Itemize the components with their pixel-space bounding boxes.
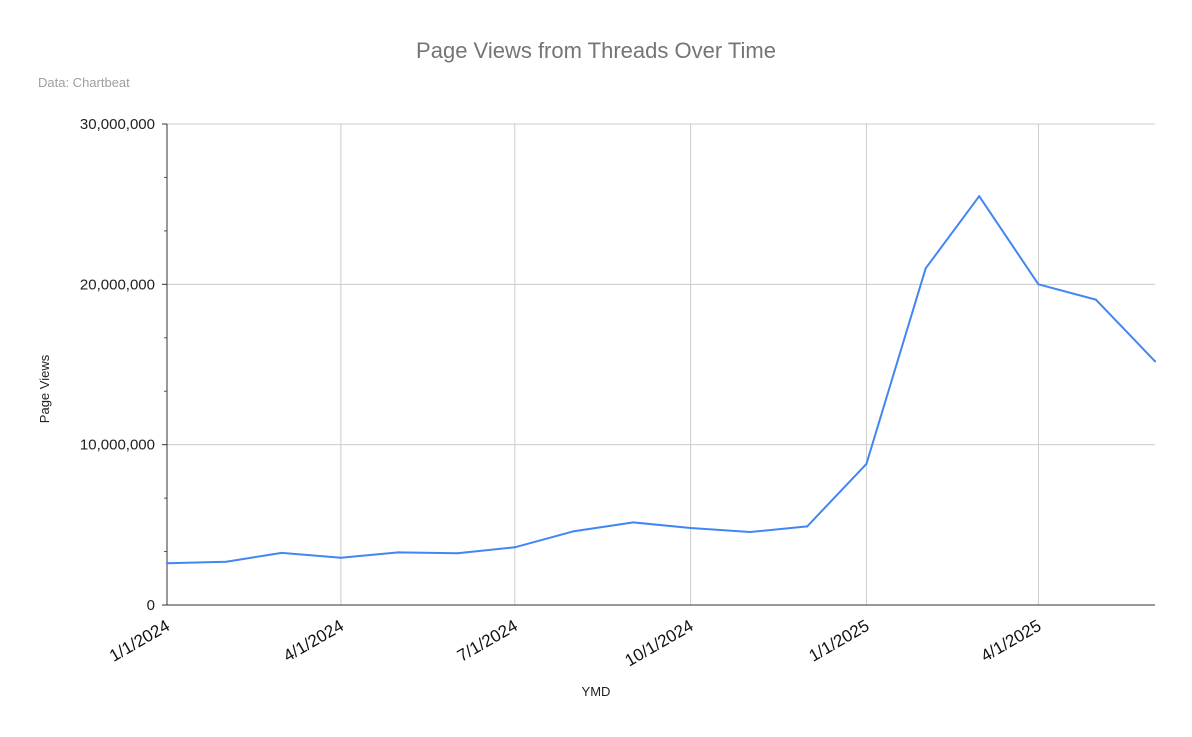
chart-subtitle: Data: Chartbeat — [38, 75, 130, 90]
series-0 — [166, 195, 1156, 565]
data-point — [748, 531, 751, 534]
axes — [162, 123, 1155, 606]
x-tick-label: 10/1/2024 — [622, 616, 697, 670]
data-point — [865, 462, 868, 465]
y-axis-ticks: 0 10,000,000 20,000,000 30,000,000 — [80, 116, 155, 614]
data-point — [456, 552, 459, 555]
x-tick-label: 4/1/2025 — [978, 616, 1045, 666]
data-point — [1037, 283, 1040, 286]
x-tick-label: 1/1/2024 — [106, 616, 173, 666]
x-tick-label: 4/1/2024 — [280, 616, 347, 666]
x-tick-label: 7/1/2024 — [454, 616, 521, 666]
data-point — [339, 556, 342, 559]
y-tick-label: 0 — [147, 597, 155, 614]
y-tick-label: 20,000,000 — [80, 276, 155, 293]
y-axis-label: Page Views — [37, 354, 52, 423]
series-line — [166, 195, 1156, 565]
y-tick-label: 30,000,000 — [80, 116, 155, 133]
gridlines — [167, 123, 1155, 605]
data-point — [924, 267, 927, 270]
series-layer — [166, 195, 1156, 565]
data-point — [632, 521, 635, 524]
data-point — [166, 562, 168, 565]
data-point — [513, 546, 516, 549]
data-point — [978, 195, 981, 198]
x-axis-label: YMD — [582, 684, 611, 699]
data-point — [1094, 298, 1097, 301]
data-point — [806, 525, 809, 528]
data-point — [689, 527, 692, 530]
x-tick-label: 1/1/2025 — [806, 616, 873, 666]
y-tick-label: 10,000,000 — [80, 437, 155, 454]
chart-title: Page Views from Threads Over Time — [416, 38, 776, 63]
data-point — [1154, 360, 1156, 363]
data-point — [573, 530, 576, 533]
data-point — [225, 560, 228, 563]
x-axis-ticks: 1/1/2024 4/1/2024 7/1/2024 10/1/2024 1/1/202… — [106, 616, 1044, 670]
data-point — [280, 551, 283, 554]
data-point — [397, 551, 400, 554]
